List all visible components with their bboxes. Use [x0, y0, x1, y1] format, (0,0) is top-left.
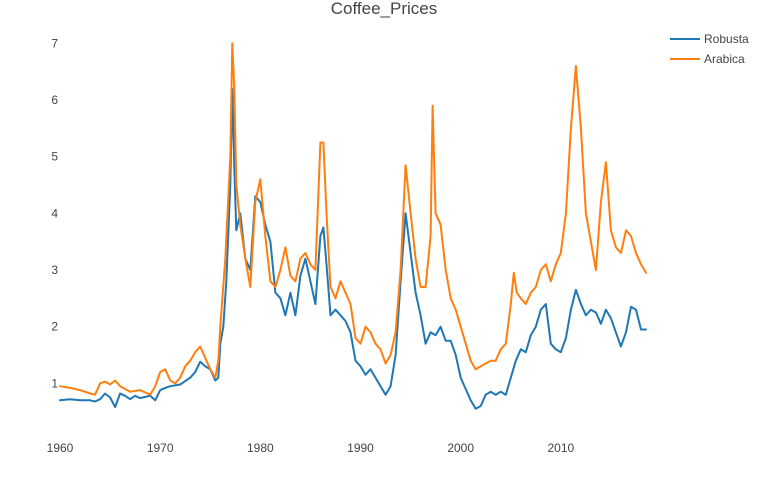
y-tick-label: 4: [51, 206, 58, 220]
series-line-robusta[interactable]: [59, 87, 647, 410]
legend-label: Arabica: [704, 52, 745, 66]
y-axis-ticks: 1 2 3 4 5 6 7: [51, 36, 58, 390]
y-tick-label: 3: [51, 263, 58, 277]
x-tick-label: 1960: [47, 441, 74, 455]
x-tick-label: 2010: [547, 441, 574, 455]
series-line-arabica[interactable]: [59, 42, 647, 396]
legend-item-arabica[interactable]: Arabica: [670, 52, 745, 66]
y-tick-label: 5: [51, 150, 58, 164]
x-tick-label: 2000: [447, 441, 474, 455]
series-lines: [59, 42, 647, 410]
x-tick-label: 1990: [347, 441, 374, 455]
x-tick-label: 1980: [247, 441, 274, 455]
y-tick-label: 6: [51, 93, 58, 107]
y-tick-label: 2: [51, 320, 58, 334]
x-tick-label: 1970: [147, 441, 174, 455]
y-tick-label: 1: [51, 376, 58, 390]
legend-label: Robusta: [704, 32, 749, 46]
legend[interactable]: Robusta Arabica: [670, 32, 749, 66]
y-tick-label: 7: [51, 36, 58, 50]
legend-item-robusta[interactable]: Robusta: [670, 32, 749, 46]
chart-title: Coffee_Prices: [331, 0, 437, 18]
x-axis-ticks: 1960 1970 1980 1990 2000 2010: [47, 441, 575, 455]
